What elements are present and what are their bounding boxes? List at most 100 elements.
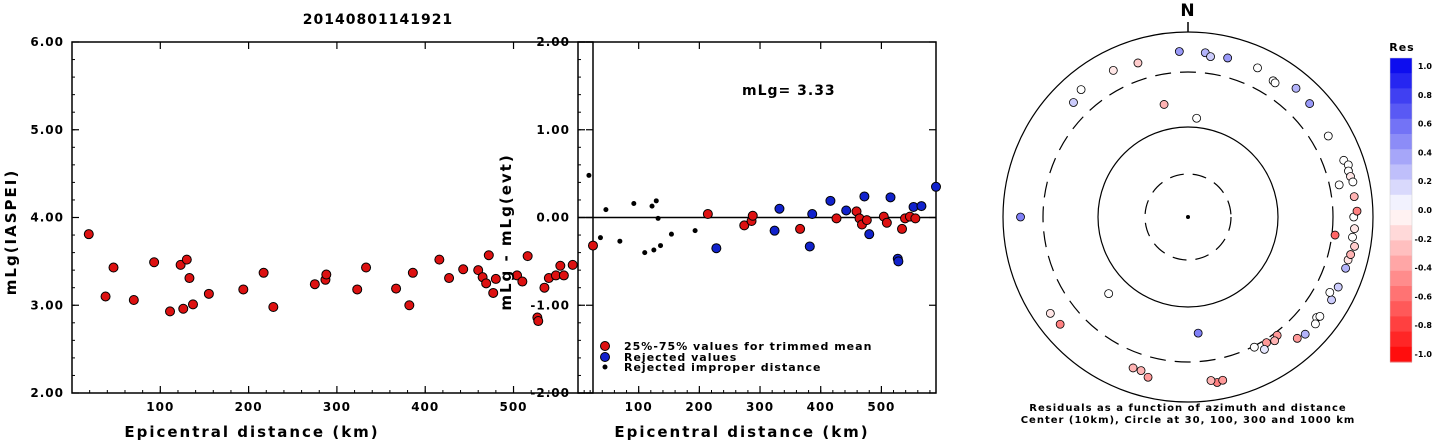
chart-middle-xtick-label: 200 bbox=[685, 400, 713, 414]
chart-left-point bbox=[473, 265, 484, 276]
chart-middle-rejected-point bbox=[841, 205, 852, 216]
polar-residual-point bbox=[1334, 180, 1344, 190]
colorbar-title: Res bbox=[1389, 41, 1414, 54]
chart-left-xtick-label: 300 bbox=[323, 400, 351, 414]
chart-left-xlabel: Epicentral distance (km) bbox=[124, 423, 379, 441]
chart-left-point bbox=[555, 260, 566, 271]
colorbar-segment bbox=[1390, 179, 1412, 196]
chart-middle-improper-distance-point bbox=[655, 215, 661, 221]
polar-residual-point bbox=[1076, 85, 1086, 94]
polar-residual-point bbox=[1350, 241, 1359, 251]
chart-middle-trimmed-point bbox=[747, 210, 758, 221]
chart-middle-improper-distance-point bbox=[617, 238, 623, 244]
chart-left-point bbox=[483, 250, 494, 261]
polar-residual-point bbox=[1348, 232, 1357, 242]
chart-middle-xlabel: Epicentral distance (km) bbox=[614, 423, 869, 441]
chart-left-ytick-label: 2.00 bbox=[30, 386, 64, 400]
chart-middle-improper-distance-point bbox=[651, 247, 657, 253]
chart-middle-trimmed-point bbox=[881, 217, 892, 228]
chart-left: 100 200 300 400 500 2.00 3.00 4.00 5.00 6.00 Epic… bbox=[2, 35, 598, 441]
chart-middle-improper-distance-point bbox=[649, 203, 655, 209]
chart-left-point bbox=[458, 264, 469, 275]
chart-middle-trimmed-point bbox=[861, 215, 872, 226]
polar-residual-point bbox=[1300, 329, 1310, 339]
chart-middle-rejected-point bbox=[807, 208, 818, 219]
chart-middle-improper-distance-point bbox=[586, 172, 592, 178]
chart-middle-improper-distance-point bbox=[642, 250, 648, 256]
colorbar-label: -0.2 bbox=[1415, 235, 1433, 244]
polar-residual-point bbox=[1315, 311, 1325, 321]
chart-left-point bbox=[184, 273, 195, 284]
chart-left-ytick-label: 4.00 bbox=[30, 211, 64, 225]
chart-left-point bbox=[268, 302, 279, 313]
chart-middle-xtick-label: 100 bbox=[625, 400, 653, 414]
legend-label-trimmed: 25%-75% values for trimmed mean bbox=[624, 340, 872, 353]
chart-left-point bbox=[258, 267, 269, 278]
chart-left-point bbox=[149, 257, 160, 268]
colorbar: Res 1.0 0.8 0.6 0.4 0.2 0.0 -0.2 -0.4 -0.6 -0.8 -1… bbox=[1389, 41, 1432, 363]
ring-100km bbox=[1097, 126, 1279, 308]
chart-middle-trimmed-point bbox=[795, 223, 806, 234]
chart-left-point bbox=[309, 279, 320, 290]
chart-middle-ylabel: mLg - mLg(evt) bbox=[497, 153, 515, 310]
colorbar-segment bbox=[1390, 346, 1412, 363]
colorbar-segment bbox=[1390, 225, 1412, 241]
chart-left-xtick-label: 500 bbox=[499, 400, 527, 414]
polar-residual-point bbox=[1104, 289, 1114, 299]
chart-left-ytick-label: 5.00 bbox=[30, 123, 64, 137]
chart-left-point bbox=[533, 316, 544, 327]
chart-middle-rejected-point bbox=[774, 203, 785, 214]
chart-middle-ytick-label: 2.00 bbox=[536, 35, 570, 49]
chart-left-point bbox=[238, 284, 249, 295]
colorbar-segment bbox=[1390, 58, 1412, 74]
chart-middle-rejected-point bbox=[893, 256, 904, 267]
colorbar-segment bbox=[1390, 240, 1412, 257]
chart-left-point bbox=[588, 240, 598, 251]
polar-residual-point bbox=[1323, 131, 1333, 141]
colorbar-segment bbox=[1390, 301, 1412, 317]
chart-left-ylabel: mLg(IASPEI) bbox=[2, 169, 20, 295]
polar-residual-point bbox=[1333, 282, 1343, 292]
chart-middle-rejected-point bbox=[916, 201, 927, 212]
colorbar-label: -1.0 bbox=[1415, 350, 1433, 359]
colorbar-label: 1.0 bbox=[1418, 62, 1433, 71]
polar-residual-point bbox=[1350, 224, 1359, 234]
colorbar-label: 0.8 bbox=[1418, 91, 1433, 100]
chart-middle-ytick-label: 1.00 bbox=[536, 123, 570, 137]
polar-residual-point bbox=[1253, 63, 1262, 73]
chart-left-point bbox=[522, 251, 533, 262]
chart-left-point bbox=[517, 276, 528, 287]
chart-middle-improper-distance-point bbox=[597, 235, 603, 241]
chart-left-point bbox=[404, 300, 415, 311]
chart-left-point bbox=[83, 229, 94, 240]
chart-middle: 100 200 300 400 500-2.00-1.000.001.002.00 mL… bbox=[497, 35, 941, 441]
chart-middle-improper-distance-point bbox=[692, 228, 698, 234]
polar-caption-2: Center (10km), Circle at 30, 100, 300 an… bbox=[1021, 415, 1356, 426]
chart-left-point bbox=[488, 287, 499, 298]
polar-residual-point bbox=[1045, 308, 1055, 318]
polar-residual-point bbox=[1223, 53, 1233, 63]
polar-residual-point bbox=[1192, 113, 1202, 123]
polar-residual-point bbox=[1055, 319, 1065, 329]
polar-residual-point bbox=[1260, 344, 1269, 354]
colorbar-segment bbox=[1390, 134, 1412, 150]
chart-left-point bbox=[434, 254, 445, 265]
colorbar-segment bbox=[1390, 194, 1412, 211]
colorbar-label: 0.2 bbox=[1418, 177, 1432, 186]
chart-middle-improper-distance-point bbox=[631, 200, 637, 206]
polar-residual-point bbox=[1270, 78, 1280, 88]
chart-middle-trimmed-point bbox=[831, 213, 842, 224]
polar-residual-point bbox=[1311, 319, 1320, 329]
chart-left-point bbox=[539, 282, 550, 293]
chart-left-ytick-label: 3.00 bbox=[30, 298, 64, 312]
legend-label-rejected: Rejected values bbox=[624, 351, 737, 364]
legend-marker-rejected bbox=[600, 352, 610, 362]
polar-residual-point bbox=[1349, 192, 1359, 201]
colorbar-segment bbox=[1390, 88, 1412, 105]
chart-middle-rejected-point bbox=[885, 192, 896, 203]
colorbar-segment bbox=[1390, 103, 1412, 120]
colorbar-label: -0.4 bbox=[1415, 264, 1433, 273]
chart-left-point bbox=[187, 299, 198, 310]
colorbar-segment bbox=[1390, 255, 1412, 272]
chart-left-ytick-label: 6.00 bbox=[30, 35, 64, 49]
